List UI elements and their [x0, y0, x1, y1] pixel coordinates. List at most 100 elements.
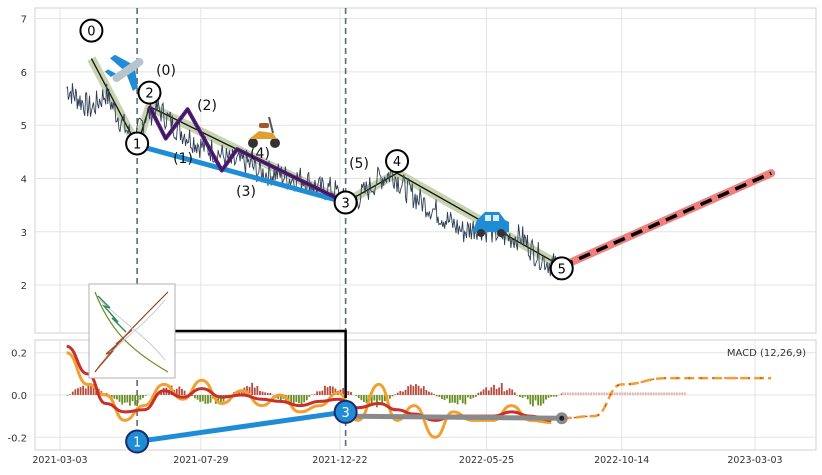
- macd-histogram-bar: [204, 395, 206, 404]
- macd-histogram-bar: [496, 389, 498, 395]
- macd-histogram-bar: [483, 389, 485, 395]
- macd-histogram-bar: [119, 395, 121, 402]
- macd-histogram-bar: [194, 395, 196, 398]
- macd-histogram-bar: [197, 395, 199, 400]
- macd-histogram-bar: [363, 395, 365, 402]
- macd-histogram-bar: [379, 395, 381, 400]
- macd-histogram-bar: [181, 389, 183, 395]
- macd-histogram-bar: [511, 390, 513, 395]
- macd-gray-endpoint-dot: [559, 416, 564, 421]
- macd-histogram-bar: [572, 392, 574, 395]
- macd-histogram-bar: [509, 388, 511, 395]
- macd-histogram-bar: [454, 395, 456, 403]
- macd-histogram-bar: [601, 392, 603, 395]
- macd-histogram-bar: [446, 395, 448, 399]
- macd-histogram-bar: [493, 385, 495, 395]
- macd-histogram-bar: [347, 391, 349, 395]
- macd-histogram-bar: [516, 395, 518, 396]
- macd-histogram-bar: [438, 395, 440, 397]
- macd-histogram-bar: [327, 387, 329, 395]
- macd-histogram-bar: [564, 392, 566, 395]
- macd-histogram-bar: [514, 392, 516, 395]
- macd-histogram-bar: [69, 394, 71, 395]
- macd-histogram-bar: [550, 395, 552, 397]
- macd-histogram-bar: [126, 395, 128, 402]
- macd-histogram-bar: [392, 395, 394, 396]
- macd-histogram-bar: [87, 385, 89, 395]
- macd-histogram-bar: [585, 392, 587, 395]
- macd-histogram-bar: [316, 391, 318, 395]
- macd-histogram-bar: [527, 395, 529, 399]
- macd-histogram-bar: [570, 392, 572, 395]
- macd-histogram-bar: [663, 392, 665, 395]
- macd-histogram-bar: [637, 392, 639, 395]
- macd-histogram-bar: [519, 395, 521, 397]
- macd-histogram-bar: [405, 390, 407, 395]
- macd-histogram-bar: [470, 395, 472, 399]
- macd-histogram-bar: [537, 395, 539, 405]
- macd-histogram-bar: [684, 392, 686, 395]
- macd-histogram-bar: [472, 395, 474, 398]
- macd-histogram-bar: [490, 387, 492, 395]
- macd-histogram-bar: [535, 395, 537, 400]
- macd-histogram-bar: [207, 395, 209, 404]
- macd-histogram-bar: [648, 392, 650, 395]
- macd-histogram-bar: [267, 393, 269, 395]
- scooter-wheel: [270, 138, 280, 148]
- macd-histogram-bar: [394, 394, 396, 395]
- macd-histogram-bar: [668, 392, 670, 395]
- x-tick-label: 2022-10-14: [594, 455, 649, 466]
- macd-histogram-bar: [72, 392, 74, 395]
- macd-histogram-bar: [137, 395, 139, 403]
- macd-histogram-bar: [67, 395, 69, 396]
- macd-histogram-bar: [462, 395, 464, 403]
- macd-histogram-bar: [74, 389, 76, 395]
- macd-y-tick-label: 0.0: [11, 391, 27, 402]
- macd-histogram-bar: [532, 395, 534, 406]
- car-window: [485, 215, 491, 221]
- macd-histogram-bar: [85, 388, 87, 395]
- car-wheel: [497, 229, 505, 237]
- macd-histogram-bar: [457, 395, 459, 404]
- wave-marker-label: 3: [341, 196, 349, 211]
- macd-histogram-bar: [264, 392, 266, 395]
- macd-histogram-bar: [485, 387, 487, 395]
- macd-histogram-bar: [329, 386, 331, 395]
- macd-histogram-bar: [116, 395, 118, 399]
- macd-histogram-bar: [658, 392, 660, 395]
- macd-histogram-bar: [259, 391, 261, 395]
- macd-histogram-bar: [679, 392, 681, 395]
- macd-y-tick-label: -0.2: [7, 433, 27, 444]
- macd-histogram-bar: [306, 395, 308, 400]
- macd-histogram-bar: [542, 395, 544, 404]
- macd-histogram-bar: [373, 395, 375, 401]
- macd-histogram-bar: [134, 395, 136, 405]
- macd-histogram-bar: [653, 392, 655, 395]
- macd-histogram-bar: [80, 387, 82, 395]
- subwave-label: (5): [349, 156, 369, 172]
- macd-histogram-bar: [524, 395, 526, 397]
- macd-wave-marker-label: 1: [133, 436, 141, 451]
- macd-histogram-bar: [477, 393, 479, 395]
- macd-histogram-bar: [251, 383, 253, 395]
- macd-histogram-bar: [295, 395, 297, 402]
- macd-histogram-bar: [583, 392, 585, 395]
- macd-histogram-bar: [606, 392, 608, 395]
- macd-histogram-bar: [596, 392, 598, 395]
- scooter-seat: [259, 123, 269, 128]
- macd-histogram-bar: [319, 391, 321, 395]
- macd-histogram-bar: [415, 384, 417, 395]
- macd-histogram-bar: [640, 392, 642, 395]
- macd-histogram-bar: [303, 395, 305, 402]
- macd-histogram-bar: [580, 392, 582, 395]
- macd-histogram-bar: [199, 395, 201, 402]
- macd-histogram-bar: [624, 392, 626, 395]
- thumbnail-inset: [89, 284, 175, 378]
- macd-histogram-bar: [431, 393, 433, 395]
- macd-histogram-bar: [423, 386, 425, 395]
- macd-histogram-bar: [616, 392, 618, 395]
- macd-histogram-bar: [642, 392, 644, 395]
- macd-histogram-bar: [389, 395, 391, 399]
- macd-histogram-bar: [522, 395, 524, 398]
